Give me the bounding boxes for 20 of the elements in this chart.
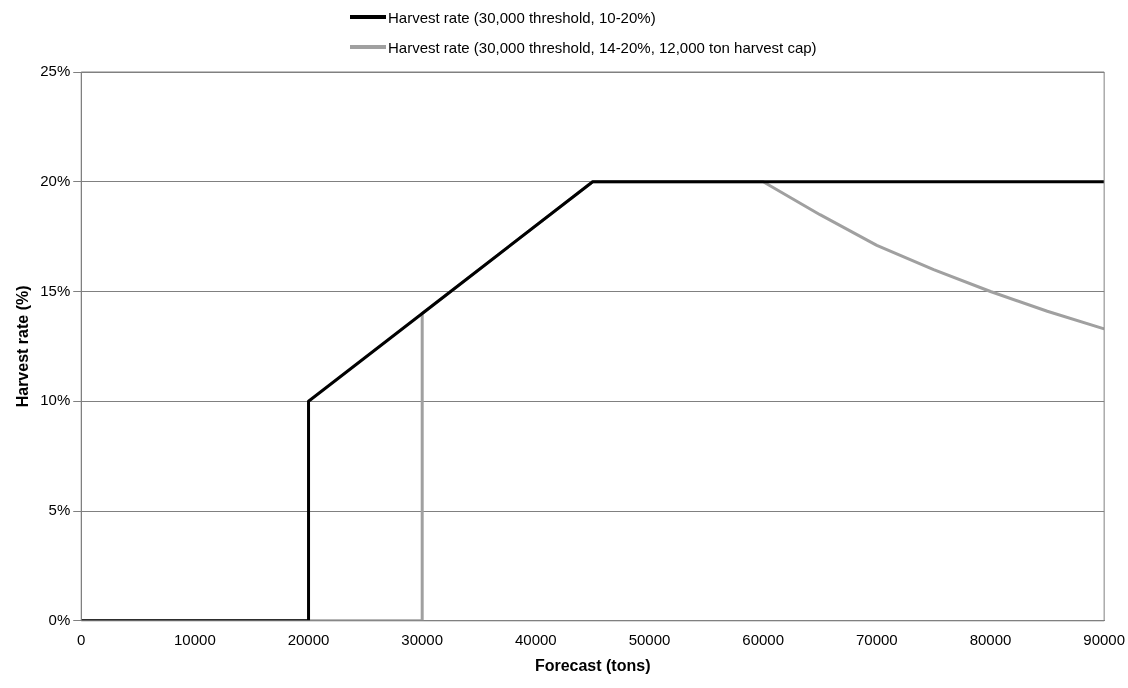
- legend-label: Harvest rate (30,000 threshold, 14-20%, 12,000 ton harvest cap): [388, 38, 817, 56]
- x-tick-label: 80000: [969, 630, 1012, 648]
- x-tick-label: 0: [77, 630, 86, 648]
- y-tick-label: 20%: [40, 171, 71, 189]
- x-tick-label: 70000: [855, 630, 898, 648]
- legend-label: Harvest rate (30,000 threshold, 10-20%): [388, 8, 656, 26]
- x-tick-label: 40000: [514, 630, 557, 648]
- x-tick-label: 90000: [1083, 630, 1125, 648]
- x-tick-label: 30000: [401, 630, 444, 648]
- y-axis-title: Harvest rate (%): [14, 285, 32, 408]
- y-tick-label: 0%: [48, 610, 71, 628]
- y-tick-label: 10%: [40, 391, 71, 409]
- x-tick-label: 50000: [628, 630, 671, 648]
- x-axis-title: Forecast (tons): [534, 656, 651, 674]
- x-tick-label: 60000: [742, 630, 785, 648]
- y-tick-label: 25%: [40, 62, 71, 80]
- y-tick-label: 15%: [40, 281, 71, 299]
- x-tick-label: 10000: [174, 630, 216, 648]
- x-tick-label: 20000: [287, 630, 330, 648]
- y-tick-label: 5%: [48, 501, 71, 519]
